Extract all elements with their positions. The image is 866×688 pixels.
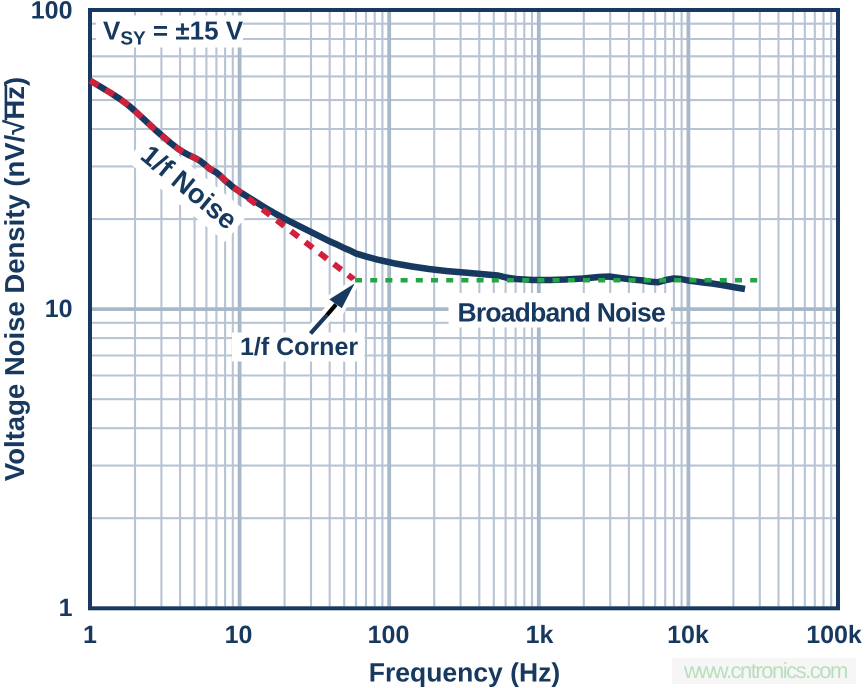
svg-text:10k: 10k — [667, 621, 709, 649]
svg-text:VSY = ±15 V: VSY = ±15 V — [103, 16, 244, 50]
svg-text:1/f Corner: 1/f Corner — [240, 333, 358, 361]
svg-text:100: 100 — [368, 621, 410, 649]
svg-text:Voltage Noise Density (nV/√Hz): Voltage Noise Density (nV/√Hz) — [0, 77, 30, 481]
svg-text:100k: 100k — [806, 621, 862, 649]
svg-text:10: 10 — [225, 621, 253, 649]
svg-text:100: 100 — [31, 0, 73, 25]
svg-text:1k: 1k — [526, 621, 554, 649]
svg-text:1: 1 — [59, 594, 73, 622]
svg-text:Frequency (Hz): Frequency (Hz) — [369, 658, 560, 688]
svg-text:Broadband Noise: Broadband Noise — [458, 298, 665, 328]
svg-text:www.cntronics.com: www.cntronics.com — [683, 658, 847, 683]
svg-text:10: 10 — [45, 295, 73, 323]
svg-text:1: 1 — [83, 621, 97, 649]
